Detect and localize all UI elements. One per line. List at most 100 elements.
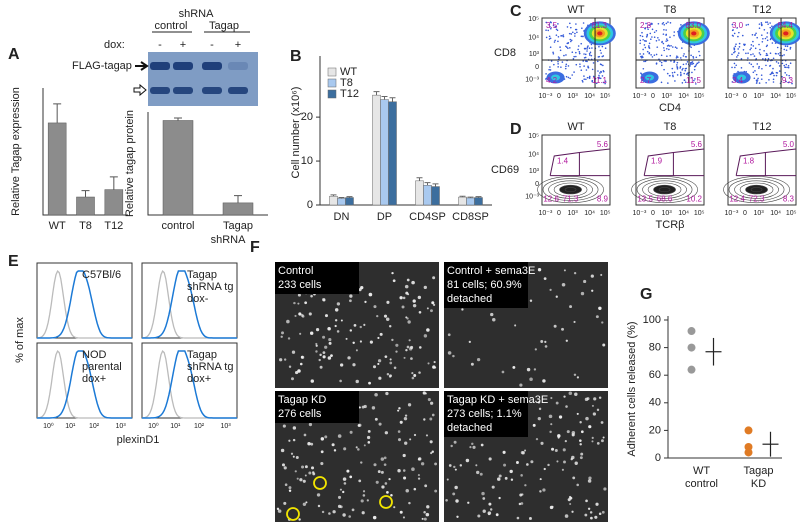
event [772, 81, 775, 83]
event [560, 35, 562, 37]
x-tick-label: 0 [651, 93, 655, 100]
cell [305, 501, 308, 504]
cell [579, 421, 582, 424]
cell [421, 517, 424, 520]
event [557, 40, 559, 43]
cell [456, 515, 459, 518]
event [667, 82, 669, 84]
event [683, 72, 686, 75]
event [574, 35, 576, 37]
cell [299, 332, 302, 335]
cell [411, 372, 414, 375]
dot [744, 448, 753, 457]
event [760, 78, 763, 80]
gate-value: 3.4 [732, 76, 744, 85]
contour [750, 187, 763, 193]
event [581, 27, 583, 30]
event [643, 40, 646, 42]
cell [454, 468, 457, 471]
cell [355, 349, 358, 352]
cell [363, 444, 366, 447]
event [778, 65, 781, 67]
event [672, 46, 674, 48]
event [600, 70, 602, 73]
gate-value: 3.0 [732, 21, 744, 30]
cell [450, 444, 453, 448]
event [639, 53, 641, 55]
event [735, 43, 737, 46]
event [691, 71, 693, 74]
cell [373, 305, 377, 309]
event [684, 81, 687, 83]
event [755, 73, 758, 76]
x-tick-label: DN [334, 211, 350, 223]
cell [351, 508, 355, 512]
cell [535, 437, 539, 441]
event [662, 33, 665, 35]
cell [390, 493, 393, 497]
event [575, 55, 577, 58]
cell [408, 501, 411, 505]
event [695, 64, 698, 66]
event [680, 73, 682, 75]
cell [544, 345, 548, 348]
event [690, 61, 693, 64]
event [579, 65, 581, 68]
x-tick-label: WT [49, 220, 66, 232]
cell [600, 421, 604, 424]
cell [533, 368, 537, 371]
cell [408, 339, 411, 342]
dox-sign: + [235, 39, 241, 51]
y-axis-label: CD8 [494, 47, 516, 59]
event [745, 52, 747, 55]
y-tick-label: 80 [649, 342, 661, 354]
legend-swatch [327, 67, 337, 77]
cell [349, 299, 352, 303]
cell [413, 433, 417, 437]
blot-image [148, 52, 258, 106]
cell [543, 277, 547, 281]
cell [596, 408, 600, 412]
event [587, 65, 589, 68]
event [602, 81, 605, 84]
event [651, 56, 654, 58]
event [765, 54, 768, 57]
cell [537, 400, 541, 404]
sample-label: dox- [187, 293, 209, 305]
cell [337, 434, 342, 438]
event [791, 82, 793, 85]
cell [328, 512, 331, 515]
histogram-plexin [37, 270, 132, 339]
cell [488, 502, 492, 506]
cell [358, 479, 362, 483]
event [673, 71, 676, 74]
cell [418, 371, 421, 374]
cell [595, 315, 599, 319]
x-tick-label: KD [751, 478, 766, 490]
cell [568, 391, 573, 396]
caption: Control [278, 265, 313, 277]
event [642, 67, 645, 70]
cell [571, 433, 575, 437]
cell [372, 365, 377, 369]
cell [409, 438, 412, 441]
cell [320, 450, 324, 454]
cell [571, 510, 574, 513]
event [689, 45, 691, 47]
event [588, 76, 591, 78]
event [766, 60, 769, 62]
event [692, 57, 695, 59]
cell [467, 501, 470, 504]
event [547, 29, 550, 32]
event [599, 72, 601, 74]
event [585, 78, 587, 81]
event [573, 71, 575, 73]
cell [406, 345, 410, 349]
cell [310, 442, 314, 446]
event [646, 33, 649, 36]
event [569, 38, 572, 41]
event [653, 31, 656, 34]
event [661, 23, 664, 25]
cell [427, 362, 430, 365]
event [663, 60, 666, 62]
